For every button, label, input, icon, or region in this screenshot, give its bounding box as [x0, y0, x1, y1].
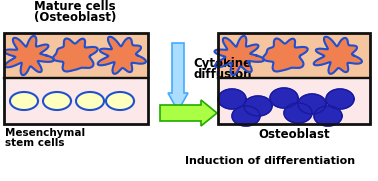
- FancyArrow shape: [168, 43, 188, 111]
- Text: diffusion: diffusion: [193, 68, 251, 81]
- Polygon shape: [314, 106, 342, 126]
- Text: Induction of differentiation: Induction of differentiation: [185, 156, 355, 166]
- Polygon shape: [214, 36, 264, 75]
- Text: Cytokine: Cytokine: [193, 56, 251, 70]
- Text: Mature cells: Mature cells: [34, 1, 116, 14]
- Polygon shape: [106, 92, 134, 110]
- Bar: [218, 33, 370, 124]
- Polygon shape: [53, 39, 98, 71]
- Polygon shape: [284, 103, 312, 123]
- Polygon shape: [43, 92, 71, 110]
- Polygon shape: [98, 37, 146, 74]
- Bar: [218, 33, 370, 78]
- Polygon shape: [10, 92, 38, 110]
- Polygon shape: [326, 89, 354, 109]
- Polygon shape: [263, 39, 308, 71]
- Polygon shape: [232, 106, 260, 126]
- Text: Mesenchymal: Mesenchymal: [5, 128, 85, 138]
- Polygon shape: [270, 88, 298, 108]
- FancyArrow shape: [160, 100, 217, 126]
- Text: (Osteoblast): (Osteoblast): [34, 12, 116, 24]
- Polygon shape: [5, 36, 54, 75]
- Text: stem cells: stem cells: [5, 138, 65, 148]
- Polygon shape: [76, 92, 104, 110]
- Polygon shape: [298, 94, 326, 114]
- Polygon shape: [244, 96, 272, 116]
- Bar: [4, 33, 148, 78]
- Bar: [4, 78, 148, 124]
- Text: Osteoblast: Osteoblast: [258, 129, 330, 142]
- Polygon shape: [314, 37, 362, 74]
- Bar: [4, 33, 148, 124]
- Polygon shape: [218, 89, 246, 109]
- Bar: [218, 78, 370, 124]
